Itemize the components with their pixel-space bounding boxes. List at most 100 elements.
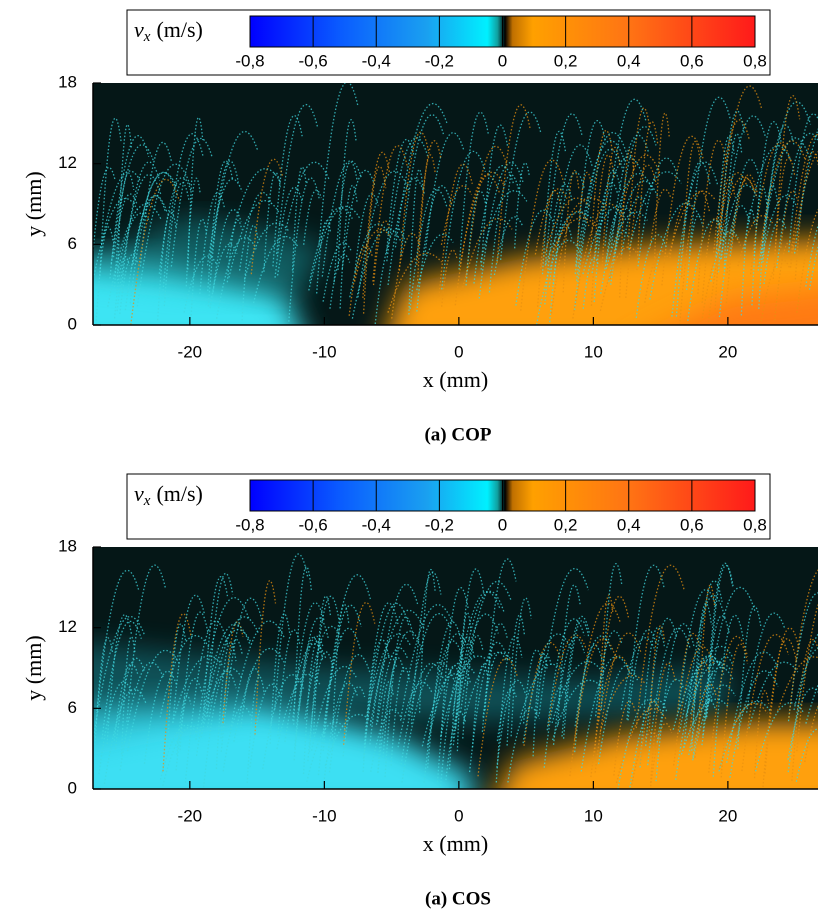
droplet-trace (421, 673, 469, 747)
droplet-trace (163, 181, 190, 307)
droplet-trace (562, 169, 580, 293)
droplet-trace (362, 165, 387, 314)
droplet-trace (423, 640, 465, 783)
droplet-trace (499, 111, 542, 260)
colorbar-symbol: v (134, 17, 144, 42)
colorbar-tick-label: -0,6 (298, 515, 327, 534)
droplet-trace (507, 707, 541, 783)
droplet-trace (523, 642, 561, 746)
droplet-trace (626, 564, 665, 720)
droplet-trace (582, 256, 600, 309)
droplet-trace (407, 613, 452, 716)
droplet-trace (317, 627, 362, 776)
droplet-trace (228, 200, 280, 278)
droplet-trace (106, 614, 132, 744)
droplet-trace (348, 245, 373, 316)
droplet-trace (649, 188, 672, 249)
droplet-trace (676, 632, 701, 716)
droplet-trace (366, 633, 412, 716)
droplet-trace (510, 597, 532, 737)
droplet-trace (729, 670, 779, 778)
droplet-trace (477, 657, 518, 777)
droplet-trace (424, 132, 465, 256)
droplet-trace (441, 249, 458, 307)
droplet-trace (647, 627, 691, 766)
droplet-trace (552, 171, 585, 285)
droplet-trace (409, 188, 448, 309)
droplet-trace (774, 95, 801, 255)
droplet-trace (103, 688, 147, 785)
droplet-trace (615, 708, 668, 784)
y-tick-label: 12 (58, 153, 77, 172)
droplet-trace (582, 205, 635, 275)
droplet-trace (114, 657, 146, 750)
droplet-trace (661, 135, 704, 286)
droplet-trace (649, 662, 676, 783)
y-tick-label: 6 (68, 698, 77, 717)
droplet-trace (635, 234, 667, 318)
droplet-trace (575, 120, 607, 266)
droplet-trace (374, 227, 407, 325)
droplet-trace (438, 163, 473, 297)
droplet-trace (757, 137, 811, 271)
droplet-trace (540, 197, 592, 267)
droplet-trace (292, 602, 325, 721)
droplet-trace (309, 207, 353, 282)
droplet-trace (110, 144, 155, 264)
droplet-trace (377, 630, 423, 773)
droplet-trace (576, 171, 592, 246)
droplet-trace (377, 681, 394, 774)
droplet-trace (226, 168, 281, 258)
droplet-trace (387, 252, 443, 313)
droplet-trace (610, 230, 630, 285)
colorbar-tick-label: 0 (498, 515, 507, 534)
droplet-trace (308, 205, 361, 291)
droplet-trace (310, 665, 358, 751)
droplet-trace (240, 667, 261, 728)
droplet-trace (750, 142, 792, 275)
droplet-trace (426, 621, 463, 768)
droplet-trace (436, 664, 462, 783)
droplet-trace (220, 638, 243, 739)
droplet-trace (594, 595, 630, 753)
droplet-trace (493, 216, 523, 276)
droplet-trace (597, 665, 639, 765)
droplet-trace (222, 705, 252, 772)
droplet-trace (293, 566, 312, 725)
droplet-trace (762, 124, 795, 263)
droplet-trace (714, 172, 748, 260)
droplet-trace (718, 205, 751, 318)
droplet-trace (426, 661, 476, 746)
x-tick-label: 0 (454, 342, 463, 361)
droplet-trace (637, 157, 678, 267)
droplet-trace (547, 634, 587, 726)
droplet-trace (337, 119, 357, 270)
x-tick-label: 20 (718, 806, 737, 825)
droplet-trace (488, 174, 520, 293)
droplet-trace (209, 243, 238, 309)
y-tick-label: 0 (68, 314, 77, 333)
droplet-trace (459, 171, 505, 265)
droplet-trace (323, 682, 359, 780)
droplet-trace (172, 594, 206, 724)
droplet-trace (342, 686, 366, 757)
droplet-trace (594, 630, 623, 717)
droplet-trace (321, 160, 363, 277)
droplet-trace (206, 616, 259, 728)
droplet-trace (206, 572, 234, 717)
droplet-trace (790, 134, 818, 261)
droplet-trace (650, 722, 673, 787)
droplet-trace (718, 702, 768, 770)
droplet-trace (129, 195, 167, 304)
droplet-trace (685, 661, 732, 716)
field (93, 83, 818, 325)
droplet-trace (621, 196, 647, 255)
droplet-trace (362, 602, 410, 759)
droplet-trace (599, 246, 640, 312)
y-tick-label: 0 (68, 778, 77, 797)
droplet-trace (333, 161, 358, 283)
droplet-trace (276, 161, 330, 276)
droplet-trace (534, 188, 568, 255)
colorbar-tick-label: 0,6 (680, 51, 704, 70)
droplet-trace (440, 185, 473, 245)
